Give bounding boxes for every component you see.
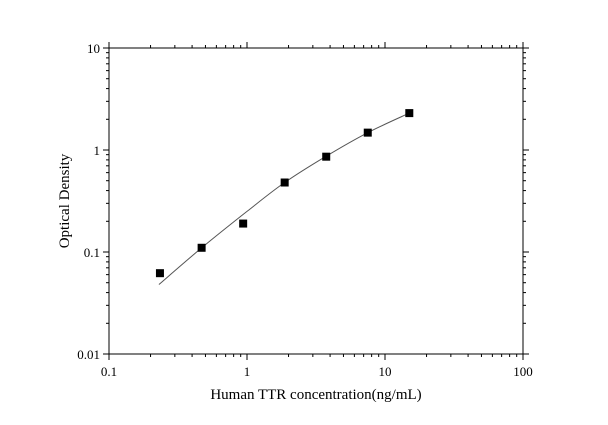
y-tick-label: 0.1 [84,245,100,260]
data-point [280,178,289,187]
x-tick-label: 10 [379,364,392,379]
data-point [239,219,248,228]
x-tick-label: 0.1 [101,364,117,379]
fit-curve [158,112,410,285]
axes [103,42,529,360]
x-tick-label: 1 [244,364,251,379]
data-point [405,109,414,118]
y-axis-label: Optical Density [57,153,73,248]
y-tick-label: 10 [87,41,100,56]
data-point [322,152,331,161]
y-tick-label: 0.01 [77,347,100,362]
y-tick-label: 1 [94,143,101,158]
data-point [197,243,206,252]
x-axis-label: Human TTR concentration(ng/mL) [210,387,421,403]
data-point [363,128,372,137]
plot-frame [108,47,524,355]
data-point [155,269,164,278]
data-points [155,109,414,278]
x-tick-label: 100 [513,364,533,379]
